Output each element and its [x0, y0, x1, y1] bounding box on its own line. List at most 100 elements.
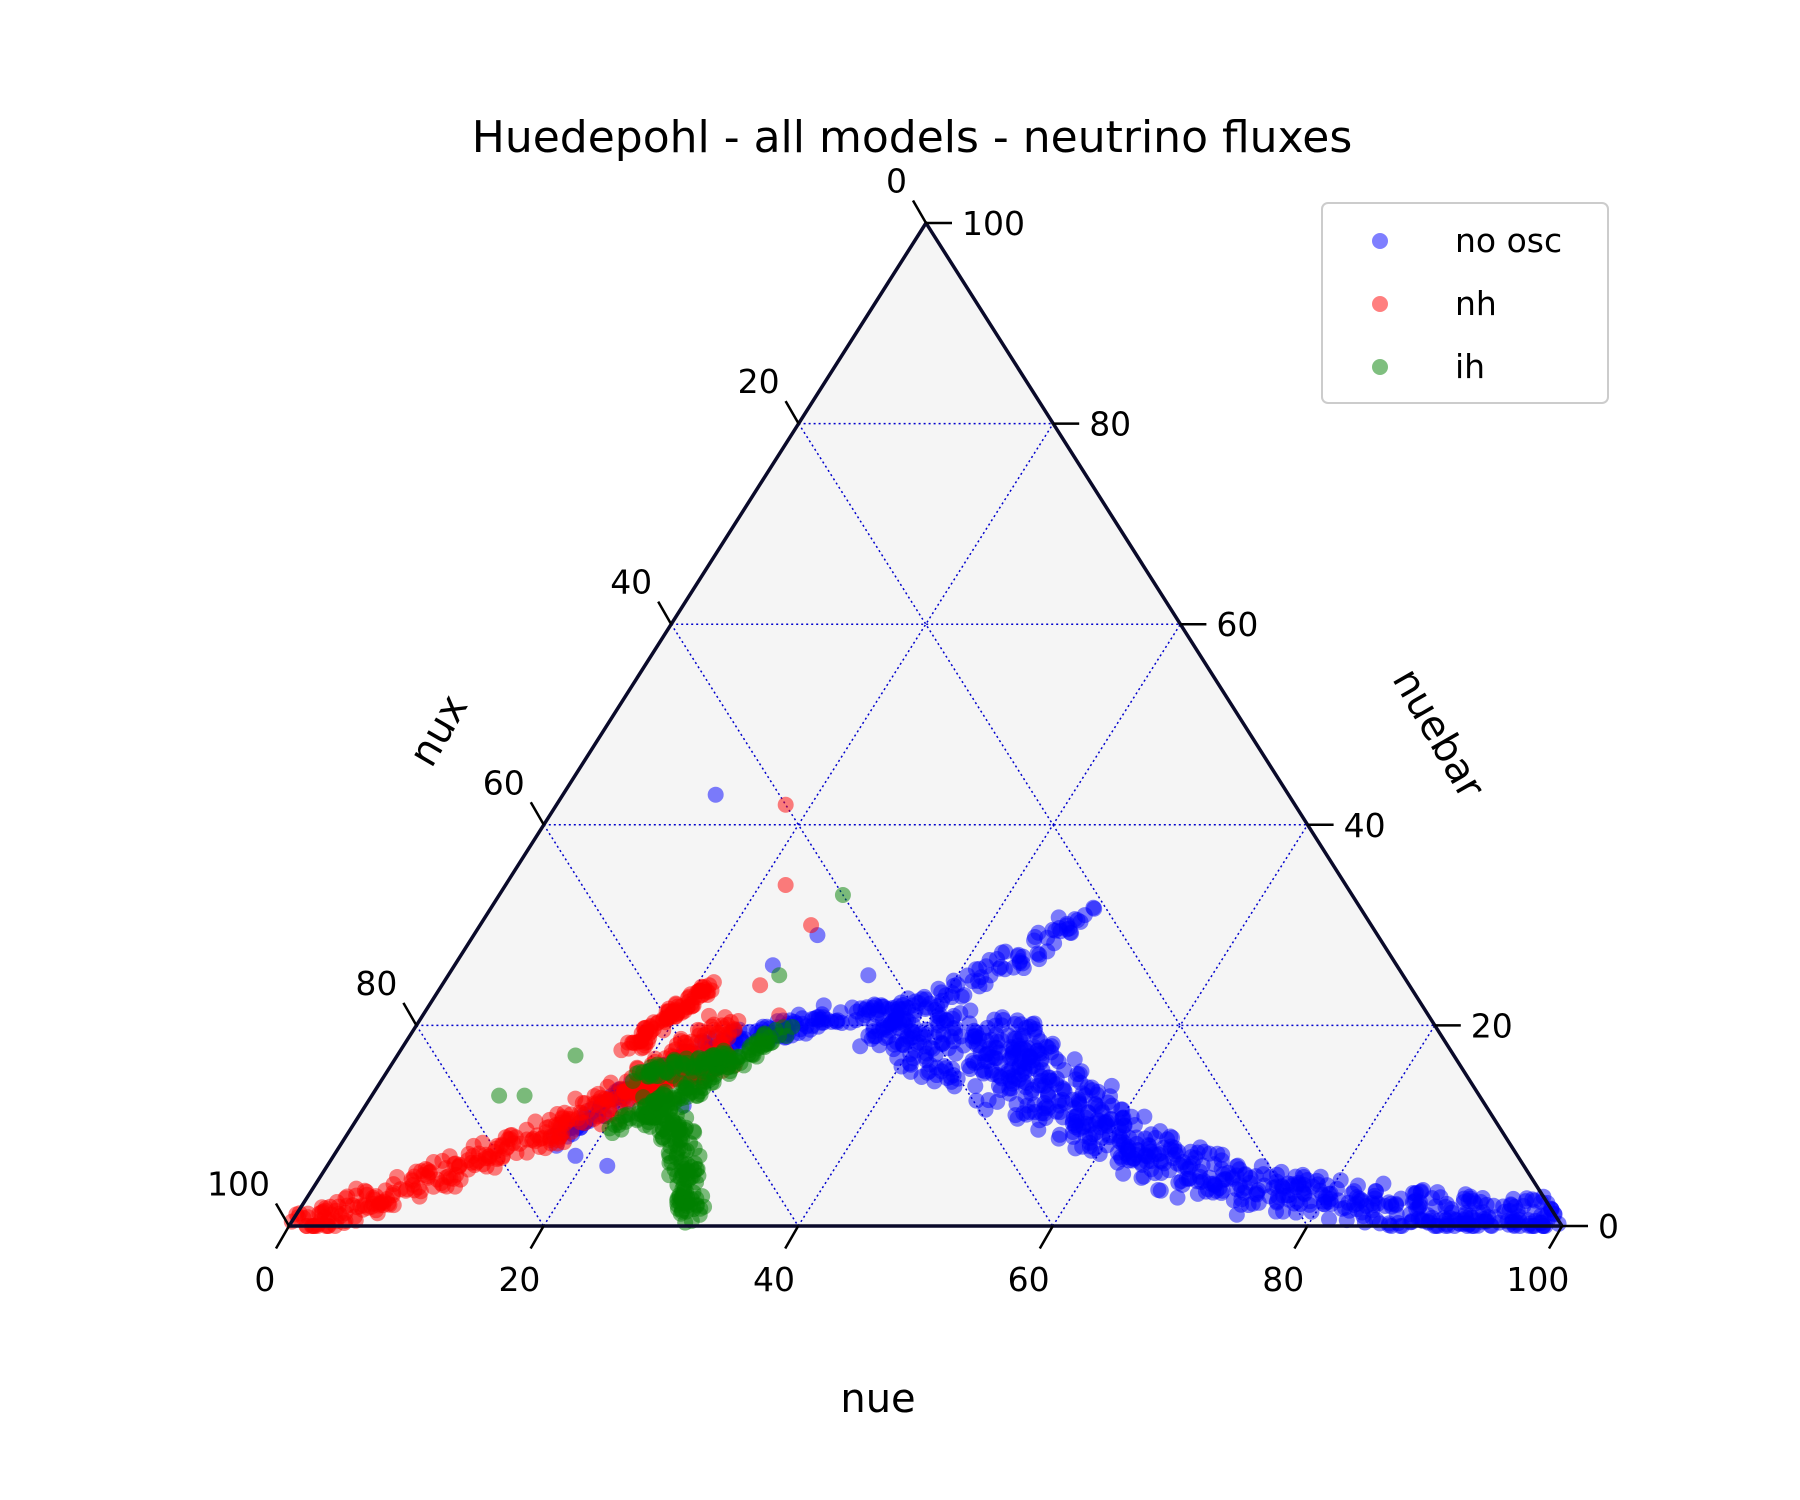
data-point	[989, 1066, 1006, 1083]
data-point	[1018, 1106, 1035, 1123]
data-point	[422, 1163, 439, 1180]
data-point	[1209, 1145, 1226, 1162]
data-point	[790, 1006, 807, 1023]
data-point	[412, 1183, 429, 1200]
data-point	[593, 1097, 610, 1114]
data-point	[1056, 1083, 1073, 1100]
data-point	[992, 1081, 1009, 1098]
data-point	[987, 1050, 1004, 1067]
tick-mark-nux	[274, 1202, 291, 1227]
data-point	[567, 1047, 584, 1064]
tick-label-nux: 20	[738, 362, 780, 401]
tick-label-nuebar: 80	[1089, 405, 1131, 444]
data-point	[1205, 1175, 1222, 1192]
data-point	[1505, 1190, 1522, 1207]
data-point	[322, 1198, 339, 1215]
data-point	[398, 1181, 415, 1198]
data-point	[389, 1168, 406, 1185]
data-point	[1143, 1126, 1160, 1143]
tick-label-nue: 80	[1262, 1260, 1304, 1299]
tick-mark-nue	[1547, 1225, 1564, 1250]
legend-marker-ih	[1372, 359, 1388, 375]
data-point	[1462, 1188, 1479, 1205]
legend-marker-nh	[1372, 296, 1388, 312]
data-point	[1136, 1108, 1153, 1125]
data-point	[885, 1041, 902, 1058]
tick-label-nue: 0	[254, 1260, 275, 1299]
plot-frame	[287, 221, 1564, 1228]
data-point	[576, 1115, 593, 1132]
data-point	[1011, 1043, 1028, 1060]
legend-label-ih: ih	[1455, 347, 1485, 386]
tick-label-nuebar: 0	[1598, 1207, 1619, 1246]
data-point	[967, 1078, 984, 1095]
data-point	[1066, 1051, 1083, 1068]
data-point	[1410, 1199, 1427, 1216]
data-point	[968, 1092, 985, 1109]
data-point	[1051, 1104, 1068, 1121]
data-point	[365, 1191, 382, 1208]
tick-mark-nux	[784, 400, 800, 425]
data-point	[1169, 1189, 1186, 1206]
tick-label-nux: 100	[207, 1164, 270, 1203]
series-ih	[491, 887, 851, 1231]
data-point	[944, 985, 961, 1002]
data-point	[1375, 1175, 1392, 1192]
tick-label-nue: 20	[498, 1260, 540, 1299]
tick-label-nuebar: 40	[1344, 806, 1386, 845]
data-point	[1312, 1168, 1329, 1185]
data-point	[1332, 1172, 1349, 1189]
data-point	[725, 1020, 742, 1037]
data-point	[1383, 1198, 1400, 1215]
legend-box	[1321, 202, 1609, 404]
data-point	[516, 1087, 533, 1104]
data-point	[1094, 1129, 1111, 1146]
legend: no osc nh ih	[1321, 202, 1609, 404]
data-point	[997, 943, 1014, 960]
data-point	[529, 1127, 546, 1144]
data-point	[553, 1114, 570, 1131]
data-point	[466, 1157, 483, 1174]
data-point	[1030, 1121, 1047, 1138]
data-point	[486, 1159, 503, 1176]
data-point	[707, 786, 724, 803]
data-point	[993, 1017, 1010, 1034]
data-point	[1027, 928, 1044, 945]
data-point	[1366, 1187, 1383, 1204]
data-point	[784, 1018, 801, 1035]
data-point	[966, 1022, 983, 1039]
data-point	[1056, 1062, 1073, 1079]
data-point	[1137, 1147, 1154, 1164]
data-point	[661, 1167, 678, 1184]
tick-label-nuebar: 20	[1471, 1006, 1513, 1045]
tick-label-nue: 60	[1008, 1260, 1050, 1299]
data-point	[901, 1055, 918, 1072]
data-point	[803, 917, 820, 934]
data-point	[815, 997, 832, 1014]
tick-label-nue: 100	[1506, 1260, 1569, 1299]
data-point	[491, 1087, 508, 1104]
data-point	[1032, 1077, 1049, 1094]
data-point	[834, 887, 851, 904]
grid-line	[670, 623, 1054, 1227]
data-point	[1237, 1179, 1254, 1196]
data-point	[904, 997, 921, 1014]
data-point	[1065, 1128, 1082, 1145]
tick-label-nux: 60	[483, 763, 525, 802]
data-point	[694, 1188, 711, 1205]
data-point	[1275, 1180, 1292, 1197]
data-point	[507, 1129, 524, 1146]
data-point	[567, 1147, 584, 1164]
data-point	[890, 1000, 907, 1017]
tick-label-nux: 40	[610, 563, 652, 602]
plot-area	[289, 223, 1562, 1226]
data-point	[852, 1038, 869, 1055]
data-point	[701, 1007, 718, 1024]
data-point	[1340, 1194, 1357, 1211]
legend-marker-no-osc	[1372, 233, 1388, 249]
data-point	[381, 1196, 398, 1213]
grid-line	[543, 824, 799, 1227]
data-point	[1192, 1139, 1209, 1156]
data-point	[688, 1034, 705, 1051]
tick-mark-nue	[1038, 1225, 1054, 1250]
